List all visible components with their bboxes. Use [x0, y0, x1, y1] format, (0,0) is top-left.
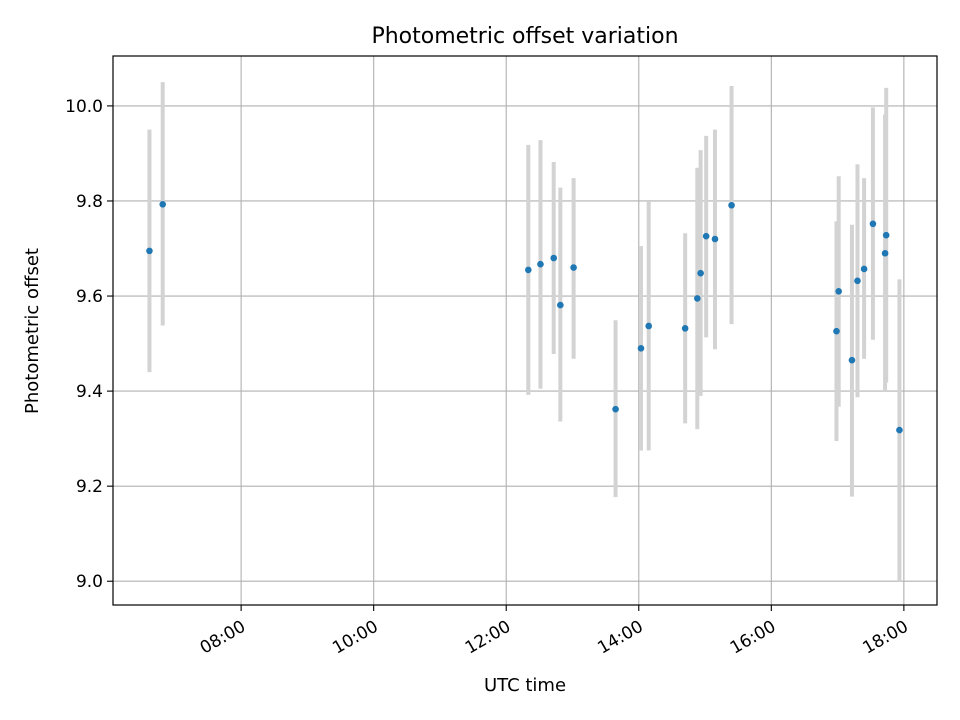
data-point [550, 254, 558, 262]
y-axis-label: Photometric offset [22, 248, 43, 414]
data-point [848, 356, 856, 364]
data-points [146, 201, 903, 434]
data-point [711, 235, 719, 243]
data-point [637, 345, 645, 352]
data-point [835, 287, 842, 295]
data-point [146, 247, 153, 255]
data-point [537, 260, 544, 268]
data-point [612, 405, 619, 413]
data-point [882, 231, 890, 239]
data-point [702, 232, 710, 240]
data-point [525, 266, 532, 274]
plot-area-frame [112, 55, 938, 606]
chart-title: Photometric offset variation [371, 24, 678, 49]
data-point [697, 269, 704, 277]
y-axis: 9.0 9.2 9.4 9.6 9.8 10.0 [65, 97, 113, 592]
data-point [694, 295, 701, 302]
data-point [896, 426, 903, 434]
y-tick-label: 9.8 [76, 192, 103, 212]
y-tick-label: 10.0 [65, 97, 103, 117]
data-point [860, 265, 868, 273]
data-point [645, 322, 653, 330]
data-point [881, 249, 889, 257]
y-tick-label: 9.6 [76, 287, 103, 307]
y-tick-label: 9.2 [76, 477, 103, 497]
data-point [854, 277, 861, 285]
data-point [681, 325, 689, 332]
data-point [869, 220, 877, 228]
data-point [570, 264, 577, 271]
data-point [159, 201, 167, 208]
x-axis-label: UTC time [484, 675, 566, 696]
data-point [728, 201, 735, 209]
grid [113, 56, 937, 605]
data-point [557, 301, 564, 309]
y-tick-label: 9.4 [76, 382, 103, 402]
data-point [833, 327, 840, 335]
y-tick-label: 9.0 [76, 572, 103, 592]
